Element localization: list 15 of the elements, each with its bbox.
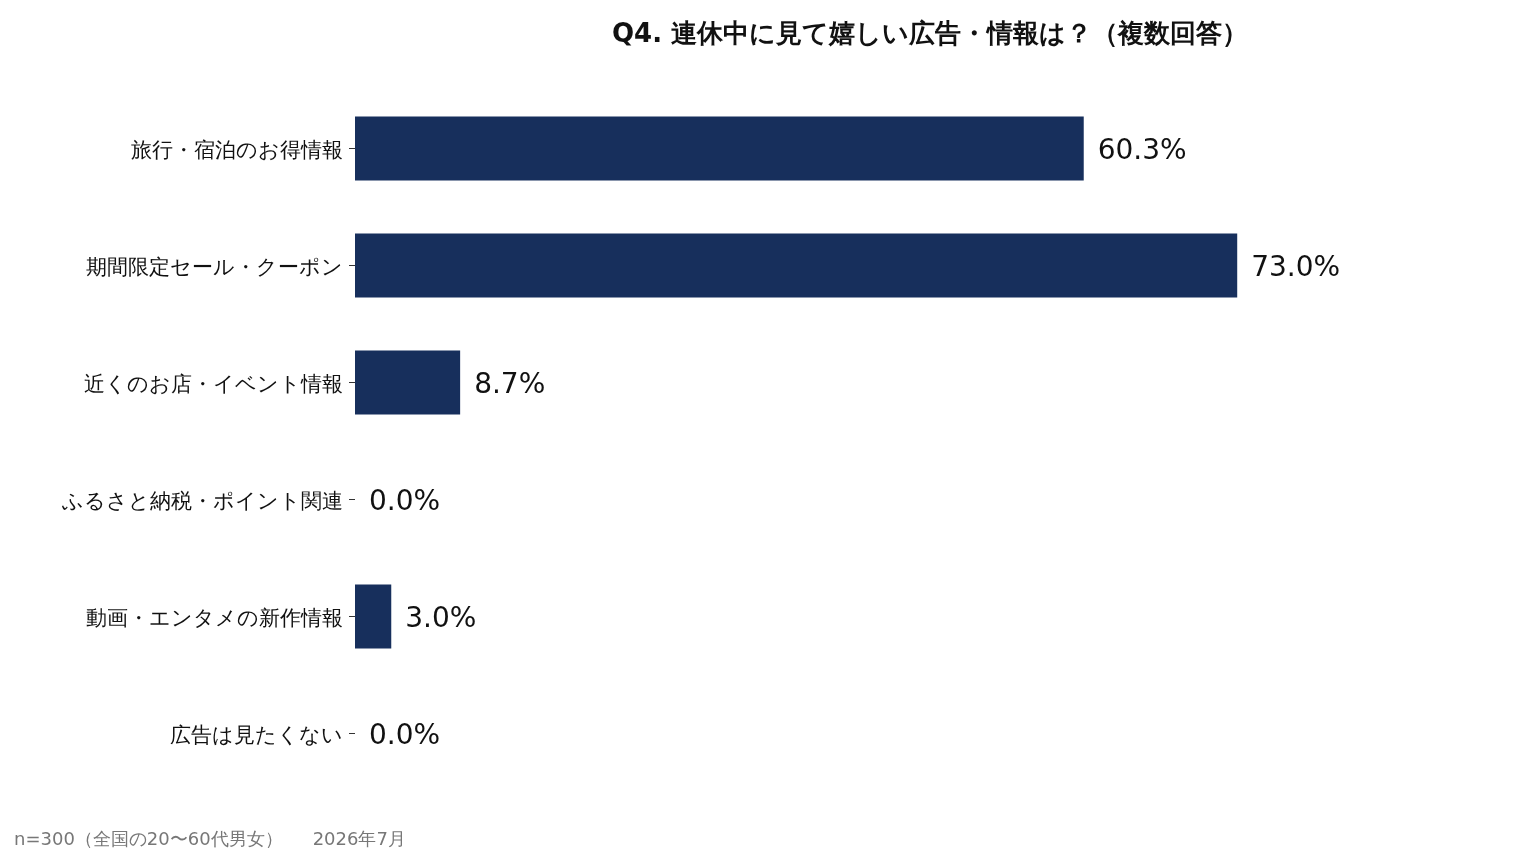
ytick-label: 広告は見たくない xyxy=(170,722,343,747)
ytick-label: 期間限定セール・クーポン xyxy=(86,254,343,279)
annotation: n=300（全国の20〜60代男女） xyxy=(14,828,283,849)
ytick-label: 旅行・宿泊のお得情報 xyxy=(131,137,343,162)
data-label: 0.0% xyxy=(369,483,441,517)
ytick-label: 近くのお店・イベント情報 xyxy=(84,371,343,396)
data-label: 0.0% xyxy=(369,717,441,751)
ytick-label: ふるさと納税・ポイント関連 xyxy=(62,488,343,513)
data-label: 8.7% xyxy=(474,366,546,400)
data-label: 60.3% xyxy=(1097,132,1187,166)
ytick-label: 動画・エンタメの新作情報 xyxy=(86,605,343,630)
annotation: 2026年7月 xyxy=(312,828,406,849)
data-label: 3.0% xyxy=(405,600,477,634)
title: Q4. 連休中に見て嬉しい広告・情報は？（複数回答） xyxy=(611,18,1249,48)
data-label: 73.0% xyxy=(1251,249,1341,283)
